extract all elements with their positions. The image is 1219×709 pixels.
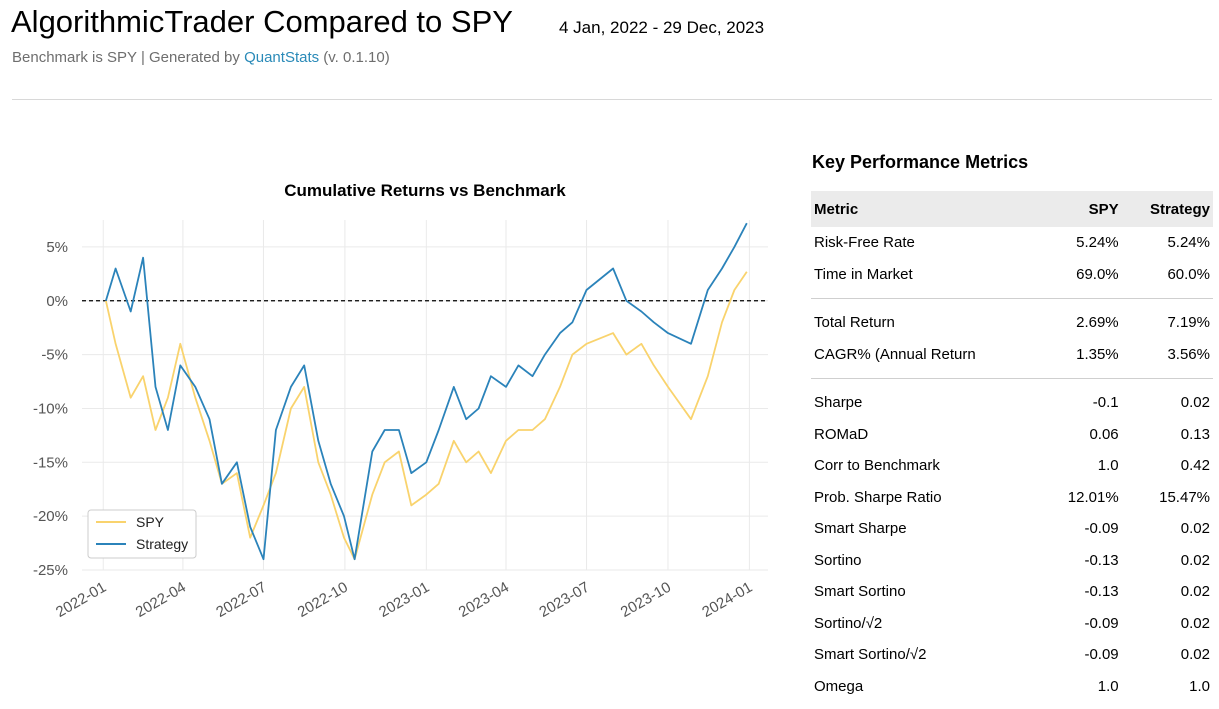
metric-name: Prob. Sharpe Ratio [814,488,942,506]
strategy-value: 60.0% [1167,265,1210,283]
strategy-value: 15.47% [1159,488,1210,506]
spy-value: -0.09 [1084,614,1119,632]
strategy-value: 7.19% [1167,314,1210,332]
metrics-separator [811,298,1213,299]
subtitle-prefix: Benchmark is SPY | Generated by [12,49,245,66]
metric-name: Corr to Benchmark [814,457,940,475]
report-title: AlgorithmicTrader Compared to SPY [11,4,513,39]
metric-name: Sortino/√2 [814,614,883,632]
metric-row: Corr to Benchmark 1.0 0.42 [811,450,1213,482]
strategy-value: 3.56% [1167,345,1210,363]
metric-row: Sharpe -0.1 0.02 [811,387,1213,419]
spy-value: 0.06 [1089,425,1119,443]
metric-row: Smart Sharpe -0.09 0.02 [811,513,1213,545]
spy-value: 12.01% [1067,488,1119,506]
spy-value: -0.13 [1084,583,1119,601]
strategy-value: 0.02 [1180,551,1210,569]
metric-name: Total Return [814,314,895,332]
spy-value: 1.35% [1076,345,1119,363]
spy-value: 2.69% [1076,314,1119,332]
metric-row: ROMaD 0.06 0.13 [811,419,1213,451]
spy-value: -0.13 [1084,551,1119,569]
report-date-range: 4 Jan, 2022 - 29 Dec, 2023 [559,18,765,37]
y-tick-label: 0% [46,293,68,310]
spy-series-line [105,271,748,561]
spy-value: -0.09 [1084,646,1119,664]
metric-name: ROMaD [814,425,869,443]
metric-col-header: Metric [811,191,1043,227]
metric-row: Risk-Free Rate 5.24% 5.24% [811,227,1213,259]
legend-label-spy: SPY [136,514,165,530]
x-tick-label: 2023-07 [536,579,592,621]
metric-name: Risk-Free Rate [814,234,915,252]
metric-row: Sortino -0.13 0.02 [811,545,1213,577]
y-tick-label: -25% [33,562,68,579]
legend-label-strategy: Strategy [136,536,188,552]
strategy-col-header: Strategy [1121,191,1213,227]
y-tick-label: -5% [41,347,68,364]
x-tick-label: 2023-04 [456,579,512,621]
strategy-value: 0.02 [1180,520,1210,538]
strategy-value: 0.42 [1180,457,1210,475]
metric-row: Smart Sortino/√2 -0.09 0.02 [811,639,1213,671]
metric-row: Prob. Sharpe Ratio 12.01% 15.47% [811,482,1213,514]
strategy-value: 0.02 [1180,614,1210,632]
spy-value: -0.1 [1092,394,1119,412]
x-tick-label: 2023-01 [376,579,432,621]
x-tick-label: 2022-04 [133,579,189,621]
spy-value: 1.0 [1097,457,1119,475]
metric-row: CAGR% (Annual Return 1.35% 3.56% [811,339,1213,371]
x-tick-label: 2023-10 [618,579,674,621]
metrics-separator [811,378,1213,379]
metrics-title: Key Performance Metrics [812,152,1029,172]
strategy-value: 0.02 [1180,646,1210,664]
metric-row: Total Return 2.69% 7.19% [811,307,1213,339]
strategy-value: 5.24% [1167,234,1210,252]
metric-name: Sortino [814,551,862,569]
strategy-value: 0.13 [1180,425,1210,443]
metric-name: Smart Sharpe [814,520,907,538]
strategy-value: 0.02 [1180,394,1210,412]
y-tick-label: -20% [33,508,68,525]
strategy-series-line [105,222,748,561]
x-tick-label: 2022-01 [53,579,109,621]
metric-name: Time in Market [814,265,913,283]
y-tick-label: -15% [33,454,68,471]
spy-value: 5.24% [1076,234,1119,252]
spy-value: 69.0% [1076,265,1119,283]
metric-name: CAGR% (Annual Return [814,345,976,363]
metrics-header-row: Metric SPY Strategy [811,191,1213,227]
chart-title: Cumulative Returns vs Benchmark [284,181,566,200]
spy-value: 1.0 [1097,677,1119,695]
quantstats-link[interactable]: QuantStats [244,49,320,66]
header-divider [12,99,1212,100]
spy-value: -0.09 [1084,520,1119,538]
metric-name: Omega [814,677,864,695]
spy-col-header: SPY [1043,191,1122,227]
metric-name: Smart Sortino [814,583,906,601]
strategy-value: 1.0 [1189,677,1210,695]
report-subtitle: Benchmark is SPY | Generated by QuantSta… [12,49,390,66]
y-tick-label: 5% [46,239,68,256]
subtitle-version: (v. 0.1.10) [319,49,390,66]
metrics-table: Metric SPY Strategy Risk-Free Rate 5.24% 5… [811,191,1213,702]
x-tick-label: 2024-01 [699,579,755,621]
metric-row: Time in Market 69.0% 60.0% [811,259,1213,291]
x-tick-label: 2022-10 [295,579,351,621]
strategy-value: 0.02 [1180,583,1210,601]
metric-name: Sharpe [814,394,863,412]
metric-name: Smart Sortino/√2 [814,646,927,664]
cumulative-returns-chart: Cumulative Returns vs Benchmark 5% 0% -5% -1… [33,181,768,621]
metric-row: Omega 1.0 1.0 [811,671,1213,703]
y-tick-label: -10% [33,400,68,417]
x-tick-label: 2022-07 [213,579,269,621]
metric-row: Sortino/√2 -0.09 0.02 [811,608,1213,640]
metric-row: Smart Sortino -0.13 0.02 [811,576,1213,608]
